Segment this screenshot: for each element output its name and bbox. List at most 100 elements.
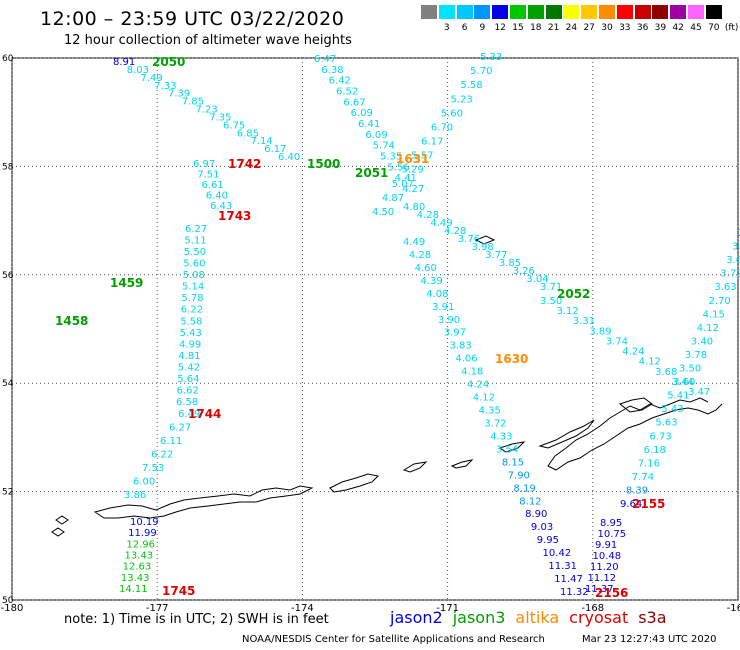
wave-height-label: 7.16	[638, 458, 660, 469]
wave-height-label: 5.74	[373, 141, 395, 152]
legend-label: 36	[636, 23, 649, 33]
wave-height-label: 6.38	[321, 65, 343, 76]
wave-height-label: 6.62	[177, 385, 199, 396]
legend-unit: (ft)	[724, 23, 739, 33]
wave-height-label: 5.33	[480, 52, 502, 63]
wave-height-label: 6.22	[151, 450, 173, 461]
wave-height-label: 3.77	[485, 250, 507, 261]
lon-tick-label: -180	[1, 603, 24, 614]
wave-height-label: 4.28	[409, 250, 431, 261]
legend-label: 42	[672, 23, 684, 33]
wave-height-label: 7.23	[196, 105, 218, 116]
wave-height-label: 6.22	[181, 305, 203, 316]
aleutian-islands-central	[329, 441, 526, 493]
pass-time-label: 2156	[595, 586, 628, 600]
wave-height-label: 12.96	[126, 539, 155, 550]
wave-height-label: 8.15	[502, 457, 524, 468]
wave-height-label: 11.20	[590, 562, 619, 573]
wave-height-label: 3.72	[484, 418, 506, 429]
wave-height-label: 3.83	[450, 341, 472, 352]
wave-height-label: 5.08	[183, 270, 205, 281]
wave-height-label: 3.78	[685, 350, 707, 361]
lon-tick-label: -171	[436, 603, 459, 614]
legend-label: 45	[690, 23, 702, 33]
legend-label: 3	[443, 23, 450, 33]
wave-height-label: 11.12	[588, 573, 617, 584]
wave-height-label: 3.89	[589, 326, 611, 337]
wave-height-label: 3.76	[458, 234, 480, 245]
legend-swatch	[438, 5, 455, 19]
coastline	[51, 235, 723, 537]
legend-label: 33	[619, 23, 631, 33]
legend-swatch	[510, 5, 526, 19]
lat-tick-label: 54	[2, 379, 14, 389]
wave-height-label: 6.97	[193, 159, 215, 170]
wave-height-label: 6.61	[202, 180, 224, 191]
wave-height-label: 6.18	[644, 445, 666, 456]
wave-height-label: 4.15	[703, 309, 725, 320]
wave-height-label: 4.24	[467, 380, 489, 391]
wave-height-label: 9.64	[620, 499, 642, 510]
wave-height-label: 3.44	[672, 377, 694, 388]
wave-height-label: 4.18	[461, 367, 483, 378]
wave-height-label: 9.95	[537, 535, 559, 546]
wave-height-label: 6.52	[336, 87, 358, 98]
lon-tick-label: -165	[727, 603, 740, 614]
legend-label: 70	[708, 23, 720, 33]
pass-time-label: 1745	[162, 584, 195, 598]
lat-tick-label: 52	[2, 488, 13, 498]
wave-height-label: 6.40	[206, 191, 228, 202]
wave-height-label: 5.41	[667, 391, 689, 402]
wave-height-label: 8.19	[513, 483, 535, 494]
legend-swatch	[599, 5, 615, 19]
pass-time-label: 1459	[110, 276, 143, 290]
wave-height-label: 3.90	[732, 242, 740, 253]
wave-height-label: 4.39	[420, 276, 442, 287]
units-note: note: 1) Time is in UTC; 2) SWH is in fe…	[64, 612, 329, 627]
wave-height-label: 3.72	[720, 269, 740, 280]
axis-tick-labels: -180 -177 -174 -171 -168 -165 50 52 54 56 58 60	[1, 54, 740, 614]
wave-height-label: 10.48	[593, 551, 622, 562]
wave-height-label: 5.60	[441, 108, 463, 119]
wave-height-label: 11.31	[548, 561, 577, 572]
legend-label: 24	[565, 23, 578, 33]
lon-tick-label: -168	[581, 603, 604, 614]
wave-height-label: 11.47	[554, 574, 583, 585]
wave-height-label: 13.43	[121, 573, 150, 584]
wave-height-label: 7.33	[154, 81, 176, 92]
wave-height-label: 4.87	[382, 193, 404, 204]
legend-label: 21	[547, 23, 560, 33]
wave-height-label: 6.41	[358, 119, 380, 130]
wave-height-label: 4.12	[639, 357, 661, 368]
grid-lines	[11, 57, 739, 601]
wave-height-label: 4.60	[415, 263, 437, 274]
wave-height-label: 6.75	[223, 120, 245, 131]
wave-height-label: 5.64	[177, 374, 199, 385]
wave-height-label: 5.43	[180, 328, 202, 339]
legend-swatch	[616, 5, 633, 19]
pass-time-label: 1742	[228, 157, 261, 171]
wave-height-label: 4.24	[622, 347, 644, 358]
wave-height-label: 8.03	[127, 65, 149, 76]
wave-height-label: 3.54	[496, 444, 518, 455]
wave-height-label: 6.42	[329, 76, 351, 87]
legend-swatch	[545, 5, 562, 19]
wave-height-label: 6.27	[169, 423, 191, 434]
wave-height-label: 4.50	[372, 207, 394, 218]
map-frame	[11, 57, 739, 601]
wave-height-labels: 8.918.037.497.337.397.857.237.356.756.85…	[113, 52, 740, 598]
legend-swatch	[474, 5, 491, 19]
pass-time-label: 1743	[218, 209, 251, 223]
legend-label: 39	[654, 23, 667, 33]
wave-height-label: 4.41	[395, 173, 417, 184]
aleutian-islands-west	[93, 485, 314, 519]
legend-label: 12	[494, 23, 506, 33]
wave-height-label: 6.85	[237, 128, 259, 139]
wave-height-label: 7.39	[168, 89, 190, 100]
wave-height-label: 7.85	[182, 97, 204, 108]
wave-height-label: 4.28	[417, 210, 439, 221]
wave-height-label: 3.50	[679, 364, 701, 375]
wave-height-label: 3.50	[540, 296, 562, 307]
wave-height-label: 3.90	[438, 315, 460, 326]
wave-height-label: 5.42	[178, 362, 200, 373]
